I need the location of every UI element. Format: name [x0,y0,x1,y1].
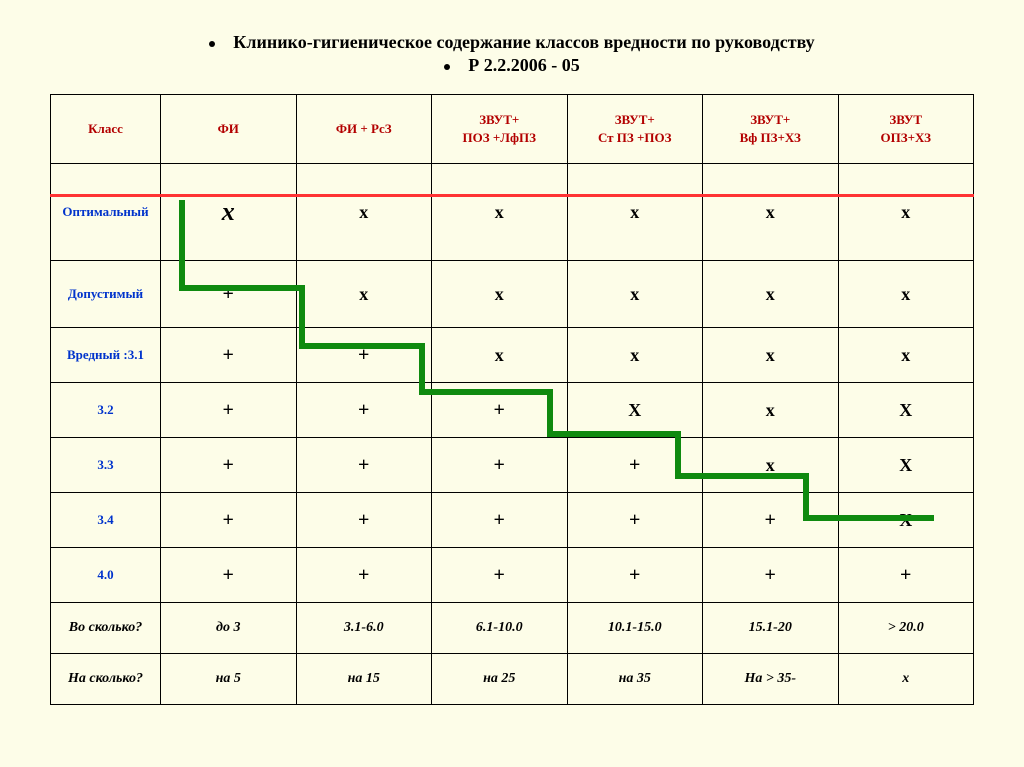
cell: + [161,328,297,383]
footer-cell: на 15 [296,654,432,705]
title-line1: Клинико-гигиеническое содержание классов… [233,32,814,52]
cell: + [567,438,703,493]
footer-cell: на 25 [432,654,568,705]
footer-label: На сколько? [51,654,161,705]
cell: x [703,383,839,438]
cell: + [703,493,839,548]
table-row: 3.3++++xX [51,438,974,493]
cell: + [703,548,839,603]
hazard-class-table: КлассФИФИ + РсЗЗВУТ+ПОЗ +ЛфПЗЗВУТ+Ст ПЗ … [50,94,974,705]
footer-cell: 6.1-10.0 [432,603,568,654]
row-label: 4.0 [51,548,161,603]
header-col-5: ЗВУТ+Вф ПЗ+ХЗ [703,95,839,164]
cell: + [296,493,432,548]
footer-cell: до 3 [161,603,297,654]
footer-cell: x [838,654,974,705]
cell: X [838,493,974,548]
cell: + [161,261,297,328]
row-label: 3.3 [51,438,161,493]
header-class: Класс [51,95,161,164]
cell: + [161,548,297,603]
cell: + [432,383,568,438]
table-row: 3.4+++++X [51,493,974,548]
cell: x [567,328,703,383]
cell: + [161,383,297,438]
table-row: 4.0++++++ [51,548,974,603]
table-footer-row: Во сколько?до 33.1-6.06.1-10.010.1-15.01… [51,603,974,654]
cell: x [703,438,839,493]
row-label: Допустимый [51,261,161,328]
table-footer-row: На сколько?на 5на 15на 25на 35На > 35-x [51,654,974,705]
row-label: Оптимальный [51,164,161,261]
cell: + [432,438,568,493]
cell: x [703,164,839,261]
cell: x [161,164,297,261]
cell: + [161,438,297,493]
footer-cell: 3.1-6.0 [296,603,432,654]
header-col-2: ФИ + РсЗ [296,95,432,164]
cell: x [296,261,432,328]
footer-cell: 10.1-15.0 [567,603,703,654]
table-row: Оптимальныйxxxxxx [51,164,974,261]
footer-cell: На > 35- [703,654,839,705]
footer-label: Во сколько? [51,603,161,654]
header-col-4: ЗВУТ+Ст ПЗ +ПОЗ [567,95,703,164]
cell: x [838,328,974,383]
footer-cell: на 5 [161,654,297,705]
row-label: 3.4 [51,493,161,548]
cell: + [567,493,703,548]
header-col-3: ЗВУТ+ПОЗ +ЛфПЗ [432,95,568,164]
row-label: Вредный :3.1 [51,328,161,383]
cell: X [838,383,974,438]
cell: x [567,261,703,328]
cell: x [703,328,839,383]
cell: x [432,164,568,261]
table-row: Вредный :3.1++xxxx [51,328,974,383]
table-header-row: КлассФИФИ + РсЗЗВУТ+ПОЗ +ЛфПЗЗВУТ+Ст ПЗ … [51,95,974,164]
title-block: Клинико-гигиеническое содержание классов… [50,32,974,76]
red-divider [50,194,974,197]
cell: + [432,493,568,548]
cell: X [567,383,703,438]
table-body: ОптимальныйxxxxxxДопустимый+xxxxxВредный… [51,164,974,705]
cell: x [838,261,974,328]
cell: x [703,261,839,328]
footer-cell: на 35 [567,654,703,705]
cell: + [838,548,974,603]
row-label: 3.2 [51,383,161,438]
cell: x [567,164,703,261]
footer-cell: > 20.0 [838,603,974,654]
cell: + [161,493,297,548]
cell: x [296,164,432,261]
cell: + [296,438,432,493]
cell: + [296,383,432,438]
cell: + [296,548,432,603]
cell: x [432,328,568,383]
footer-cell: 15.1-20 [703,603,839,654]
cell: x [432,261,568,328]
title-line2: Р 2.2.2006 - 05 [468,55,580,75]
cell: + [296,328,432,383]
cell: + [567,548,703,603]
header-col-6: ЗВУТОПЗ+ХЗ [838,95,974,164]
cell: x [838,164,974,261]
header-col-1: ФИ [161,95,297,164]
cell: + [432,548,568,603]
cell: X [838,438,974,493]
table-row: Допустимый+xxxxx [51,261,974,328]
table-row: 3.2+++XxX [51,383,974,438]
